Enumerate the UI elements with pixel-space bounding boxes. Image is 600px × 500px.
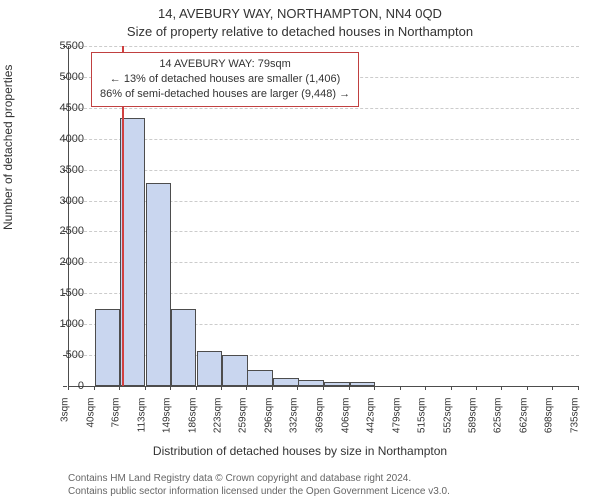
x-tick-mark bbox=[68, 386, 69, 390]
y-tick-label: 1000 bbox=[38, 318, 84, 330]
x-tick-mark bbox=[501, 386, 502, 390]
plot-area: 14 AVEBURY WAY: 79sqm ← 13% of detached … bbox=[68, 46, 579, 387]
chart-title-sub: Size of property relative to detached ho… bbox=[0, 24, 600, 39]
chart-container: 14, AVEBURY WAY, NORTHAMPTON, NN4 0QD Si… bbox=[0, 0, 600, 500]
y-tick-label: 2500 bbox=[38, 225, 84, 237]
y-tick-mark bbox=[63, 324, 67, 325]
chart-title-main: 14, AVEBURY WAY, NORTHAMPTON, NN4 0QD bbox=[0, 6, 600, 21]
annotation-box: 14 AVEBURY WAY: 79sqm ← 13% of detached … bbox=[91, 52, 359, 107]
x-tick-mark bbox=[246, 386, 247, 390]
x-axis-title: Distribution of detached houses by size … bbox=[0, 444, 600, 458]
y-tick-mark bbox=[63, 355, 67, 356]
y-tick-mark bbox=[63, 293, 67, 294]
x-tick-mark bbox=[170, 386, 171, 390]
y-tick-label: 4000 bbox=[38, 133, 84, 145]
y-tick-mark bbox=[63, 139, 67, 140]
histogram-bar bbox=[247, 370, 273, 386]
histogram-bar bbox=[273, 378, 299, 386]
histogram-bar bbox=[324, 382, 350, 386]
x-tick-mark bbox=[552, 386, 553, 390]
x-tick-mark bbox=[476, 386, 477, 390]
y-tick-label: 5000 bbox=[38, 71, 84, 83]
x-tick-mark bbox=[272, 386, 273, 390]
grid-line bbox=[69, 46, 579, 47]
x-tick-mark bbox=[425, 386, 426, 390]
attribution-line-2: Contains public sector information licen… bbox=[68, 486, 590, 499]
x-tick-mark bbox=[119, 386, 120, 390]
annotation-line-2: ← 13% of detached houses are smaller (1,… bbox=[100, 72, 350, 87]
histogram-bar bbox=[298, 380, 324, 386]
y-tick-label: 1500 bbox=[38, 287, 84, 299]
y-tick-mark bbox=[63, 386, 67, 387]
histogram-bar bbox=[95, 309, 121, 386]
histogram-bar bbox=[222, 355, 248, 386]
x-tick-mark bbox=[297, 386, 298, 390]
x-tick-mark bbox=[221, 386, 222, 390]
y-tick-mark bbox=[63, 231, 67, 232]
x-tick-mark bbox=[349, 386, 350, 390]
y-tick-label: 5500 bbox=[38, 40, 84, 52]
attribution-line-1: Contains HM Land Registry data © Crown c… bbox=[68, 473, 590, 486]
x-tick-mark bbox=[578, 386, 579, 390]
y-tick-mark bbox=[63, 170, 67, 171]
y-tick-label: 3000 bbox=[38, 195, 84, 207]
y-tick-mark bbox=[63, 77, 67, 78]
y-axis-label: Number of detached properties bbox=[1, 65, 15, 230]
y-tick-mark bbox=[63, 108, 67, 109]
x-tick-mark bbox=[196, 386, 197, 390]
grid-line bbox=[69, 170, 579, 171]
histogram-bar bbox=[197, 351, 223, 386]
x-tick-mark bbox=[94, 386, 95, 390]
attribution: Contains HM Land Registry data © Crown c… bbox=[68, 473, 590, 498]
grid-line bbox=[69, 139, 579, 140]
y-tick-mark bbox=[63, 46, 67, 47]
x-tick-mark bbox=[145, 386, 146, 390]
x-tick-mark bbox=[374, 386, 375, 390]
annotation-line-1: 14 AVEBURY WAY: 79sqm bbox=[100, 57, 350, 72]
x-tick-mark bbox=[323, 386, 324, 390]
y-tick-label: 3500 bbox=[38, 164, 84, 176]
y-tick-label: 4500 bbox=[38, 102, 84, 114]
x-tick-mark bbox=[527, 386, 528, 390]
y-tick-label: 0 bbox=[38, 380, 84, 392]
grid-line bbox=[69, 108, 579, 109]
annotation-line-3: 86% of semi-detached houses are larger (… bbox=[100, 87, 350, 102]
y-tick-label: 500 bbox=[38, 349, 84, 361]
x-tick-mark bbox=[451, 386, 452, 390]
x-tick-mark bbox=[400, 386, 401, 390]
histogram-bar bbox=[171, 309, 197, 386]
y-tick-mark bbox=[63, 262, 67, 263]
y-tick-label: 2000 bbox=[38, 256, 84, 268]
y-tick-mark bbox=[63, 201, 67, 202]
histogram-bar bbox=[146, 183, 172, 386]
histogram-bar bbox=[350, 382, 376, 386]
